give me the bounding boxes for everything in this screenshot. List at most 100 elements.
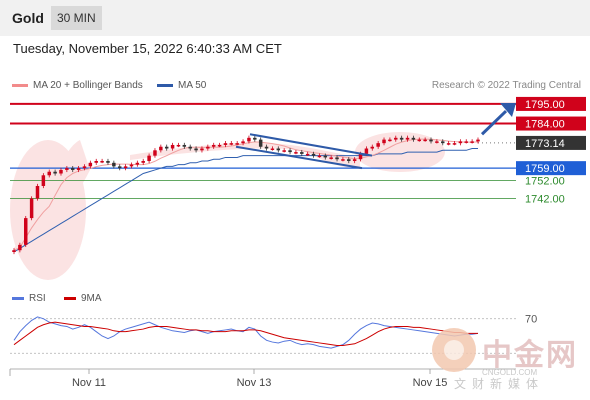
watermark-sub: 文财新媒体: [454, 377, 545, 391]
level-label: 1773.14: [525, 138, 565, 150]
candle-body: [417, 139, 422, 142]
candle-body: [358, 153, 363, 160]
candle-body: [153, 150, 157, 156]
legend-ma9-label: 9MA: [81, 293, 102, 304]
x-tick-label: Nov 15: [413, 377, 448, 389]
candle-body: [288, 150, 292, 153]
level-label-box: [516, 96, 586, 111]
candle-body: [253, 137, 257, 140]
candle-body: [452, 143, 457, 145]
ma50-line: [13, 148, 478, 253]
candle-body: [223, 143, 228, 145]
candle-body: [182, 144, 187, 147]
level-label: 1795.00: [525, 99, 565, 111]
candle-body: [70, 168, 75, 170]
candle-body: [194, 148, 198, 151]
candle-body: [311, 153, 316, 156]
candle-body: [458, 141, 463, 144]
candle-body: [141, 161, 145, 163]
bollinger-band-mid: [130, 142, 360, 169]
candle-body: [59, 169, 63, 174]
watermark-cn: 中金网: [482, 339, 578, 372]
instrument-title: Gold: [12, 10, 44, 26]
candle-body: [394, 137, 398, 140]
legend-ma20-label: MA 20 + Bollinger Bands: [33, 80, 143, 91]
projection-arrow-head: [500, 103, 516, 117]
candle-body: [399, 137, 404, 140]
level-label: 1759.00: [525, 163, 565, 175]
level-label: 1784.00: [525, 119, 565, 131]
candle-body: [217, 144, 222, 147]
report-date: Tuesday, November 15, 2022 6:40:33 AM CE…: [13, 41, 282, 56]
candle-body: [29, 198, 34, 219]
x-tick-label: Nov 13: [237, 377, 272, 389]
candle-body: [135, 162, 140, 165]
legend-rsi-label: RSI: [29, 293, 46, 304]
candle-body: [188, 146, 192, 149]
candle-body: [435, 141, 439, 143]
candle-body: [211, 144, 216, 147]
candle-body: [376, 143, 380, 147]
candle-body: [106, 161, 110, 163]
ma9-swatch: [64, 296, 76, 300]
candle-body: [352, 159, 357, 162]
candle-body: [200, 148, 204, 151]
x-tick-label: Nov 11: [72, 377, 106, 389]
level-label-box: [516, 116, 586, 131]
timeframe-badge[interactable]: 30 MIN: [51, 6, 102, 30]
candle-body: [388, 139, 392, 142]
candle-body: [53, 171, 57, 174]
candle-body: [76, 168, 81, 170]
candle-body: [300, 152, 304, 154]
candle-body: [294, 152, 298, 154]
candle-body: [264, 146, 269, 149]
bollinger-band-right: [355, 132, 445, 172]
candle-body: [464, 141, 468, 143]
candle-body: [35, 185, 40, 199]
ma20-line: [13, 138, 479, 251]
candle-body: [323, 155, 328, 158]
channel-lower-line: [235, 145, 363, 170]
rsi-70-label: 70: [525, 314, 537, 326]
candle-body: [235, 143, 239, 145]
candle-body: [129, 164, 134, 167]
projection-arrow-shaft: [480, 109, 508, 136]
candle-body: [47, 171, 51, 176]
candle-body: [370, 146, 375, 149]
candle-body: [476, 139, 480, 142]
candle-body: [423, 139, 427, 142]
channel-upper-line: [249, 133, 373, 157]
watermark-url: CNGOLD.COM: [482, 368, 538, 377]
candle-body: [229, 143, 234, 145]
candle-body: [411, 137, 416, 140]
candle-body: [24, 218, 28, 245]
candle-body: [247, 137, 251, 142]
candle-body: [88, 162, 93, 167]
candle-body: [176, 144, 181, 147]
candle-body: [41, 175, 46, 186]
legend-ma9: 9MA: [64, 293, 102, 304]
candle-body: [335, 157, 339, 160]
candle-body: [123, 166, 128, 169]
candle-body: [282, 150, 286, 152]
candle-body: [164, 146, 169, 149]
candle-body: [258, 139, 263, 147]
level-label: 1752.00: [525, 176, 565, 188]
candle-body: [206, 146, 210, 149]
level-label-box: [516, 135, 586, 150]
rsi-line: [13, 316, 479, 349]
credit-text: Research © 2022 Trading Central: [431, 80, 581, 91]
candle-body: [12, 250, 16, 252]
candle-body: [170, 144, 175, 149]
ma20-swatch: [12, 83, 28, 87]
candle-body: [18, 244, 22, 251]
candle-body: [429, 139, 433, 142]
candle-body: [112, 162, 116, 167]
candle-body: [241, 141, 245, 144]
candle-body: [94, 161, 98, 163]
candle-body: [159, 146, 163, 151]
candle-body: [446, 143, 451, 145]
level-label-box: [516, 161, 586, 176]
ma50-swatch: [157, 83, 173, 87]
